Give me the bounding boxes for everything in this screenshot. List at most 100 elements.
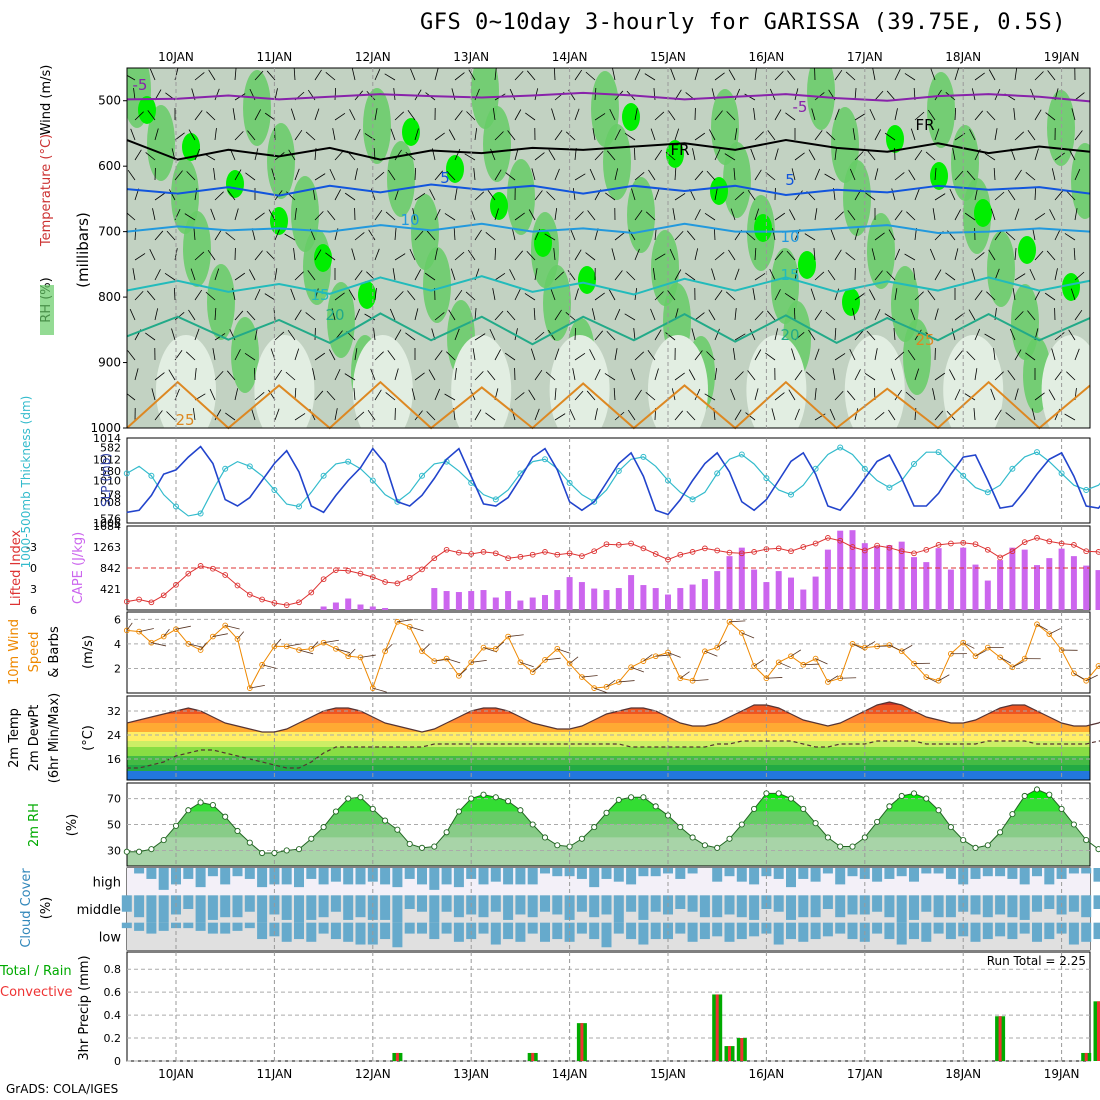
wind-barb [647,350,656,361]
wind-barb [247,130,256,141]
wind-barb [1064,233,1076,241]
temp2m-band [127,705,1090,714]
wind-barb [1064,413,1076,421]
cloud-bar-middle [392,895,403,923]
wind-barb [605,192,616,201]
wind10m-barb [397,619,413,623]
lifted-index-point [320,576,327,583]
wind-barb [134,111,144,121]
wind-barb [1070,288,1076,301]
pressure-tick-label: 700 [98,225,121,239]
cape-bar [947,569,954,610]
cape-bar [1095,570,1100,610]
wind10m-point [960,639,967,646]
wind10m-point [886,642,893,648]
wind-barb [554,168,560,181]
contour-label: -5 [793,98,808,116]
rh2m-point [246,839,253,846]
wind-barb [674,128,680,141]
date-label-top: 16JAN [749,50,785,64]
rh-green-area [483,106,511,182]
cape-bar [886,545,893,610]
rh2m-point [898,792,905,800]
cloud-bar-low [601,922,612,948]
cloud-bar-middle [380,895,391,920]
wind-barb [774,212,786,221]
wind-barb [284,233,296,241]
wind-barb [808,149,816,161]
wind-barb [334,292,345,301]
wind-barb [769,269,776,281]
wind-barb [468,69,476,81]
cloud-bar-low [294,922,304,940]
wind-barb [814,130,823,141]
wind10m-barb [901,644,913,652]
cape-bar [1046,558,1053,610]
rh2m-tick-label: 70 [107,793,121,806]
wind-barb [534,408,540,421]
wind-barb [694,350,703,361]
wind-barb [714,188,718,201]
wind-barb [1025,352,1036,361]
wind-barb [927,290,936,301]
contour-label: -5 [133,76,148,94]
wind-barb [1054,268,1058,281]
cloud-bar-high [712,868,723,882]
lifted-index-point [997,554,1003,561]
wind-barb [829,408,836,421]
thickness-point [492,496,499,503]
lifted-index-point [283,602,290,608]
wind10m-barb [618,680,635,683]
wind-barb [1054,370,1063,381]
wind-barb [494,208,499,221]
lifted-index-point [1071,542,1077,548]
thickness-point [1034,449,1040,456]
wind-barb [554,348,560,361]
wind10m-barb [409,626,424,632]
wind10m-point [640,658,647,664]
wind10m-point [923,674,930,680]
lifted-index-point [886,544,893,551]
wind-barb [474,333,486,341]
cloud-bar-high [736,868,747,882]
cloud-bar-middle [1007,895,1018,918]
wind-barb [574,249,582,261]
wind-barb [1074,309,1083,321]
lifted-index-point [566,550,573,557]
temp2m-panel-frame [126,695,1091,781]
temp2m-band [127,756,1090,765]
wind-barb [614,168,619,181]
wind-barb [814,208,818,221]
wind-barb [954,388,961,401]
wind-barb [511,408,516,421]
wind-barb [725,291,736,301]
rh2m-point [394,826,401,833]
rh2m-point [615,796,622,803]
wind-barb [846,390,856,401]
wind10m-point [665,649,671,656]
wind-barb [964,393,976,401]
wind-barb [194,289,203,301]
wind-barb [234,349,241,361]
cloud-bar-high [441,868,452,885]
thickness-point [591,498,598,505]
wind-barb [714,328,720,341]
wind-barb [754,349,762,361]
wind-barb [1071,108,1076,121]
wind10m-barb [581,675,598,678]
wind-barb [149,68,156,81]
wind-barb [374,171,385,181]
wind-barb [374,351,384,361]
cloud-bar-high [859,868,870,879]
rh2m-point [652,803,659,810]
rh2m-band [127,837,1090,866]
wind-barb [973,408,976,421]
cloud-bar-low [540,922,550,942]
wind-barb [354,168,358,181]
cloud-bar-middle [1068,895,1079,912]
wind-barb [554,208,558,221]
precip-convective-bar [531,1052,535,1061]
wind-barb [614,348,618,361]
cape-bar [455,592,462,610]
rh2m-point [197,799,204,806]
